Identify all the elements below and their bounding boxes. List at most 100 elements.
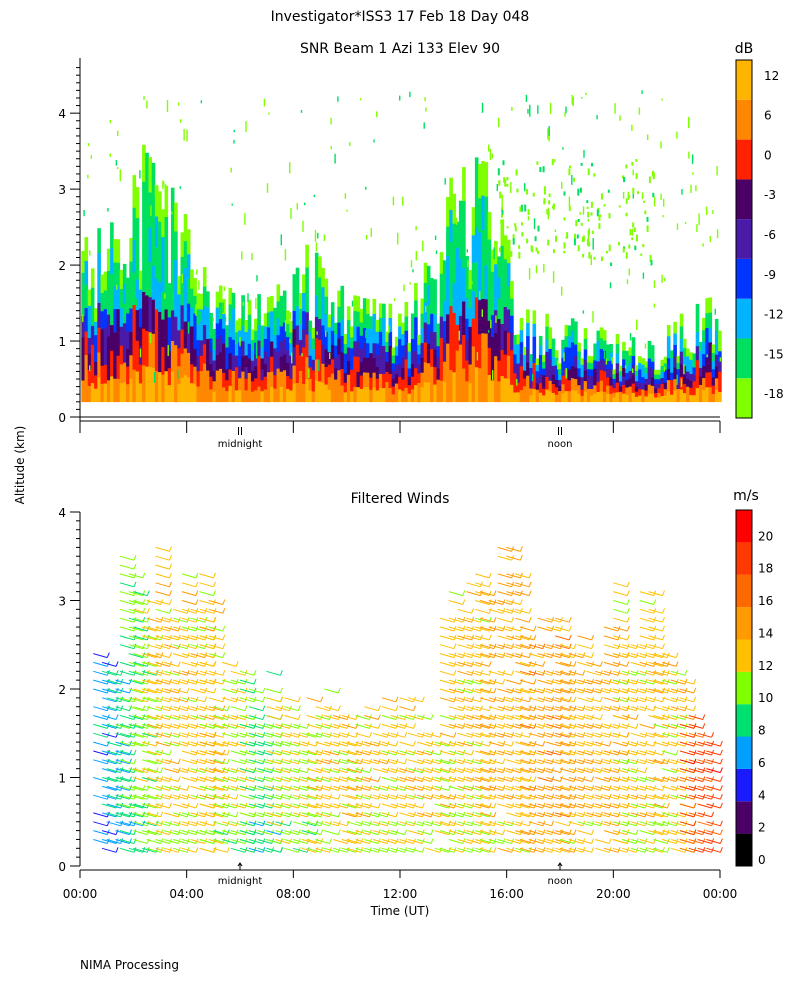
- wind-barb: [586, 661, 603, 667]
- snr-cell: [228, 287, 233, 305]
- snr-speckle: [614, 103, 616, 114]
- snr-cell: [129, 331, 133, 356]
- snr-cell: [391, 394, 396, 403]
- wind-colorbar-swatch: [736, 542, 752, 575]
- snr-cell: [215, 291, 220, 308]
- snr-cell: [260, 369, 265, 381]
- snr-cell: [295, 363, 300, 383]
- snr-cell: [180, 256, 185, 282]
- snr-cell: [113, 239, 117, 263]
- wind-barb: [475, 599, 492, 605]
- snr-cell: [391, 363, 396, 372]
- wind-barb: [416, 838, 434, 844]
- snr-cell: [599, 338, 604, 349]
- snr-cell: [526, 349, 530, 363]
- snr-cell: [647, 358, 652, 368]
- snr-speckle: [504, 179, 507, 187]
- snr-cell: [346, 388, 351, 403]
- snr-cell: [436, 390, 441, 403]
- snr-cell: [631, 337, 636, 347]
- snr-cell: [490, 293, 495, 316]
- snr-cell: [382, 331, 386, 346]
- wind-marker-arrow: [557, 862, 563, 870]
- snr-cell: [577, 342, 581, 352]
- snr-cell: [625, 394, 629, 403]
- snr-cell: [641, 376, 645, 384]
- snr-cell: [462, 167, 466, 201]
- snr-cell: [644, 396, 649, 403]
- snr-cell: [113, 355, 117, 379]
- snr-speckle: [247, 293, 249, 303]
- snr-cell: [666, 390, 671, 403]
- wind-barb: [390, 732, 408, 738]
- wind-colorbar-tick-label: 0: [758, 853, 766, 867]
- wind-barb: [515, 696, 532, 703]
- snr-colorbar-swatch: [736, 219, 752, 259]
- snr-cell: [218, 368, 223, 386]
- snr-cell: [145, 295, 149, 331]
- snr-cell: [497, 256, 501, 278]
- snr-cell: [583, 338, 588, 350]
- snr-colorbar-tick-label: -12: [764, 308, 784, 322]
- snr-cell: [714, 366, 719, 379]
- wind-barb: [653, 802, 670, 809]
- wind-barb: [146, 811, 164, 818]
- snr-cell: [692, 367, 697, 375]
- snr-cell: [385, 331, 389, 342]
- snr-cell: [167, 367, 172, 386]
- wind-barb: [381, 705, 399, 712]
- snr-cell: [519, 377, 524, 391]
- snr-cell: [676, 395, 681, 403]
- snr-speckle: [586, 239, 589, 246]
- snr-cell: [106, 379, 111, 403]
- snr-cell: [270, 386, 274, 403]
- snr-cell: [346, 333, 351, 348]
- snr-cell: [430, 366, 434, 385]
- snr-cell: [225, 347, 229, 359]
- wind-barb: [381, 740, 399, 747]
- snr-cell: [353, 371, 357, 387]
- snr-cell: [199, 340, 204, 356]
- snr-cell: [599, 369, 604, 381]
- snr-cell: [286, 310, 290, 324]
- snr-speckle: [557, 360, 559, 370]
- snr-cell: [574, 390, 578, 403]
- snr-cell: [561, 375, 565, 385]
- snr-cell: [276, 385, 281, 403]
- snr-cell: [481, 333, 485, 368]
- snr-cell: [682, 338, 687, 349]
- snr-cell: [586, 375, 591, 383]
- snr-speckle: [180, 119, 182, 123]
- snr-cell: [535, 364, 540, 372]
- snr-cell: [660, 371, 665, 378]
- snr-speckle: [520, 204, 523, 212]
- snr-cell: [401, 367, 405, 380]
- snr-speckle: [590, 201, 593, 208]
- snr-cell: [199, 386, 204, 403]
- snr-cell: [369, 377, 373, 390]
- snr-speckle: [551, 159, 554, 166]
- wind-barb: [284, 714, 301, 720]
- snr-cell: [81, 315, 85, 338]
- snr-cell: [318, 339, 322, 361]
- wind-barb: [434, 811, 452, 818]
- snr-cell: [574, 355, 578, 368]
- snr-speckle: [412, 269, 414, 273]
- snr-speckle: [526, 189, 529, 195]
- snr-cell: [580, 389, 585, 396]
- wind-barb: [475, 740, 492, 747]
- snr-cell: [132, 207, 137, 241]
- snr-cell: [465, 297, 469, 319]
- snr-cell: [436, 345, 441, 358]
- wind-barb: [639, 705, 657, 712]
- wind-barb: [706, 740, 723, 747]
- snr-speckle: [255, 298, 257, 309]
- snr-speckle: [498, 180, 501, 186]
- wind-barb: [559, 643, 577, 650]
- snr-cell: [657, 374, 661, 380]
- snr-cell: [554, 372, 559, 380]
- snr-cell: [292, 383, 297, 403]
- snr-cell: [103, 364, 108, 384]
- snr-cell: [366, 372, 370, 388]
- snr-cell: [554, 394, 559, 403]
